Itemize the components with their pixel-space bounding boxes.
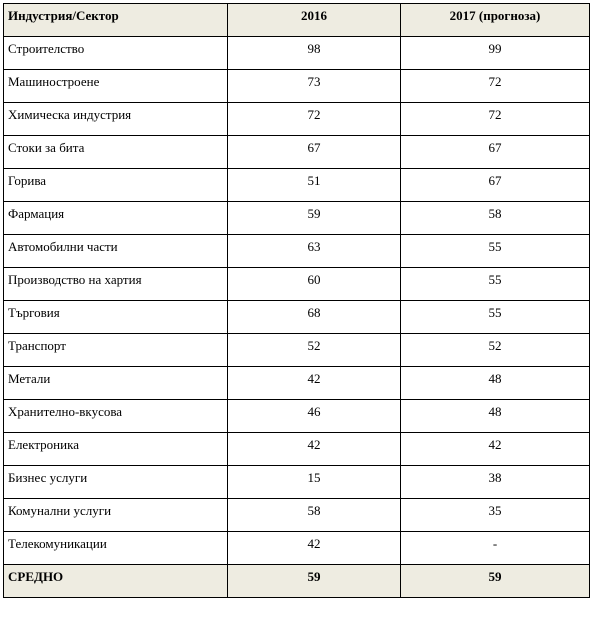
header-row: Индустрия/Сектор 2016 2017 (прогноза) <box>3 3 590 37</box>
value-cell: 35 <box>400 498 590 532</box>
value-cell: 72 <box>227 102 401 136</box>
table-row: Производство на хартия 60 55 <box>3 267 590 301</box>
sector-cell: Химическа индустрия <box>3 102 228 136</box>
value-cell: 46 <box>227 399 401 433</box>
value-cell: 58 <box>400 201 590 235</box>
value-cell: 67 <box>227 135 401 169</box>
sector-cell: Електроника <box>3 432 228 466</box>
value-cell: 59 <box>227 201 401 235</box>
sector-cell: Метали <box>3 366 228 400</box>
value-cell: 48 <box>400 366 590 400</box>
value-cell: 68 <box>227 300 401 334</box>
value-cell: 55 <box>400 234 590 268</box>
table-row: Стоки за бита 67 67 <box>3 135 590 169</box>
value-cell: 52 <box>400 333 590 367</box>
value-cell: 63 <box>227 234 401 268</box>
value-cell: 42 <box>227 366 401 400</box>
data-table: Индустрия/Сектор 2016 2017 (прогноза) Стро… <box>3 3 590 598</box>
table-row: Комунални услуги 58 35 <box>3 498 590 532</box>
table-row: Метали 42 48 <box>3 366 590 400</box>
value-cell: 99 <box>400 36 590 70</box>
table-row: Горива 51 67 <box>3 168 590 202</box>
table-row: Автомобилни части 63 55 <box>3 234 590 268</box>
value-cell: 72 <box>400 69 590 103</box>
value-cell: 42 <box>227 432 401 466</box>
value-cell: 60 <box>227 267 401 301</box>
value-cell: 51 <box>227 168 401 202</box>
sector-cell: Хранително-вкусова <box>3 399 228 433</box>
value-cell: 58 <box>227 498 401 532</box>
sector-cell: Бизнес услуги <box>3 465 228 499</box>
sector-cell: Автомобилни части <box>3 234 228 268</box>
header-cell: 2017 (прогноза) <box>400 3 590 37</box>
table-row: Транспорт 52 52 <box>3 333 590 367</box>
sector-cell: Транспорт <box>3 333 228 367</box>
table-row: Хранително-вкусова 46 48 <box>3 399 590 433</box>
table-row: Химическа индустрия 72 72 <box>3 102 590 136</box>
sector-cell: Комунални услуги <box>3 498 228 532</box>
value-cell: 55 <box>400 267 590 301</box>
table-row: Бизнес услуги 15 38 <box>3 465 590 499</box>
value-cell: 73 <box>227 69 401 103</box>
footer-value: 59 <box>227 564 401 598</box>
table-row: Търговия 68 55 <box>3 300 590 334</box>
footer-label: СРЕДНО <box>3 564 228 598</box>
value-cell: 42 <box>227 531 401 565</box>
value-cell: 48 <box>400 399 590 433</box>
table-row: Фармация 59 58 <box>3 201 590 235</box>
header-cell: Индустрия/Сектор <box>3 3 228 37</box>
sector-cell: Телекомуникации <box>3 531 228 565</box>
footer-row: СРЕДНО 59 59 <box>3 564 590 598</box>
sector-cell: Машиностроене <box>3 69 228 103</box>
sector-cell: Стоки за бита <box>3 135 228 169</box>
table-row: Машиностроене 73 72 <box>3 69 590 103</box>
value-cell: 38 <box>400 465 590 499</box>
header-cell: 2016 <box>227 3 401 37</box>
value-cell: 55 <box>400 300 590 334</box>
sector-cell: Търговия <box>3 300 228 334</box>
value-cell: 98 <box>227 36 401 70</box>
value-cell: 72 <box>400 102 590 136</box>
sector-cell: Горива <box>3 168 228 202</box>
sector-cell: Производство на хартия <box>3 267 228 301</box>
value-cell: 42 <box>400 432 590 466</box>
table-body: Строителство 98 99 Машиностроене 73 72 Химичес… <box>3 36 590 598</box>
table-row: Строителство 98 99 <box>3 36 590 70</box>
table-row: Телекомуникации 42- <box>3 531 590 565</box>
table-row: Електроника 42 42 <box>3 432 590 466</box>
value-cell: 67 <box>400 168 590 202</box>
sector-cell: Фармация <box>3 201 228 235</box>
sector-cell: Строителство <box>3 36 228 70</box>
value-cell: - <box>400 531 590 565</box>
value-cell: 15 <box>227 465 401 499</box>
value-cell: 67 <box>400 135 590 169</box>
footer-value: 59 <box>400 564 590 598</box>
value-cell: 52 <box>227 333 401 367</box>
